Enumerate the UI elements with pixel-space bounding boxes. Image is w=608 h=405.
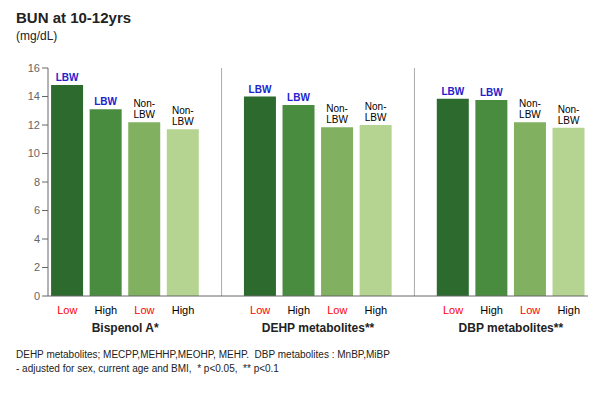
- svg-text:Non-LBW: Non-LBW: [519, 98, 541, 120]
- svg-text:Non-LBW: Non-LBW: [558, 104, 580, 126]
- html-text:(mg/dL): (mg/dL): [16, 29, 58, 43]
- svg-text:LBW: LBW: [56, 72, 79, 83]
- svg-text:DBP metabolites**: DBP metabolites**: [459, 321, 564, 335]
- svg-text:Low: Low: [520, 304, 540, 316]
- svg-text:10: 10: [28, 147, 40, 159]
- svg-text:4: 4: [34, 233, 40, 245]
- svg-text:0: 0: [34, 290, 40, 302]
- svg-text:High: High: [287, 304, 310, 316]
- svg-text:High: High: [365, 304, 388, 316]
- svg-text:12: 12: [28, 119, 40, 131]
- svg-text:High: High: [95, 304, 118, 316]
- svg-text:High: High: [557, 304, 580, 316]
- svg-text:LBW: LBW: [287, 92, 310, 103]
- svg-text:High: High: [172, 304, 195, 316]
- svg-text:Low: Low: [134, 304, 154, 316]
- svg-text:2: 2: [34, 261, 40, 273]
- svg-text:Low: Low: [250, 304, 270, 316]
- svg-text:High: High: [480, 304, 503, 316]
- svg-text:LBW: LBW: [441, 86, 464, 97]
- svg-text:Low: Low: [57, 304, 77, 316]
- svg-text:Low: Low: [327, 304, 347, 316]
- svg-text:Low: Low: [443, 304, 463, 316]
- svg-text:6: 6: [34, 204, 40, 216]
- svg-text:14: 14: [28, 90, 40, 102]
- svg-text:LBW: LBW: [94, 96, 117, 107]
- html-text:BUN at 10-12yrs: BUN at 10-12yrs: [16, 9, 132, 26]
- html-text:DEHP metabolites; MECPP,MEHHP,: DEHP metabolites; MECPP,MEHHP,MEOHP, MEH…: [16, 349, 390, 360]
- svg-text:Non-LBW: Non-LBW: [172, 105, 194, 127]
- svg-text:Non-LBW: Non-LBW: [133, 98, 155, 120]
- svg-text:LBW: LBW: [249, 84, 272, 95]
- svg-text:16: 16: [28, 62, 40, 74]
- svg-text:Non-LBW: Non-LBW: [326, 103, 348, 125]
- svg-text:8: 8: [34, 176, 40, 188]
- svg-text:Non-LBW: Non-LBW: [365, 101, 387, 123]
- svg-text:DEHP metabolites**: DEHP metabolites**: [262, 321, 375, 335]
- html-text:- adjusted for sex, current ag: - adjusted for sex, current age and BMI,…: [16, 363, 279, 374]
- svg-text:LBW: LBW: [480, 87, 503, 98]
- svg-text:Bispenol A*: Bispenol A*: [92, 321, 159, 335]
